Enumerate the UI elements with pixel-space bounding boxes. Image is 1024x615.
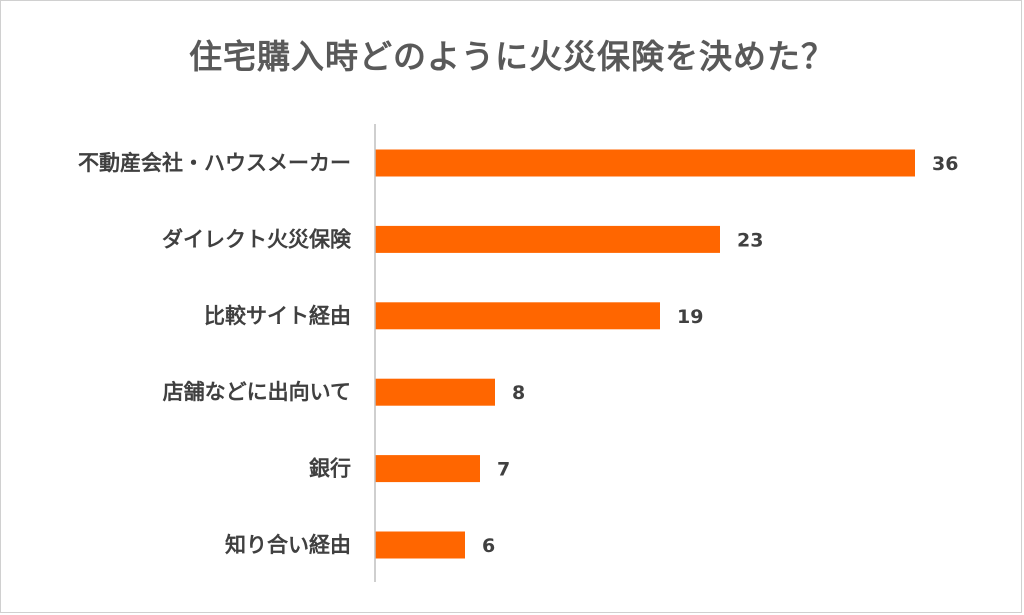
chart-title: 住宅購入時どのように火災保険を決めた？ xyxy=(189,37,835,76)
category-label-4: 銀行 xyxy=(309,457,351,481)
bar-2 xyxy=(375,302,660,330)
category-label-1: ダイレクト火災保険 xyxy=(162,227,352,251)
bar-5 xyxy=(375,531,465,559)
value-labels-group: 36 23 19 8 7 6 xyxy=(482,153,958,557)
category-labels-group: 不動産会社・ハウスメーカーダイレクト火災保険比較サイト経由店舗などに出向いて銀行… xyxy=(78,151,352,557)
value-label-0: 36 xyxy=(932,153,958,175)
bar-0 xyxy=(375,149,915,177)
category-label-5: 知り合い経由 xyxy=(225,533,351,557)
value-label-2: 19 xyxy=(677,306,703,328)
bar-3 xyxy=(375,378,495,406)
bar-1 xyxy=(375,225,720,253)
value-label-3: 8 xyxy=(512,382,525,404)
value-label-4: 7 xyxy=(497,459,510,481)
bar-4 xyxy=(375,455,480,483)
category-label-2: 比較サイト経由 xyxy=(204,304,351,328)
value-label-5: 6 xyxy=(482,535,495,557)
value-label-1: 23 xyxy=(737,229,763,251)
bars-group xyxy=(375,149,915,559)
category-label-0: 不動産会社・ハウスメーカー xyxy=(78,151,351,175)
category-label-3: 店舗などに出向いて xyxy=(163,380,351,404)
